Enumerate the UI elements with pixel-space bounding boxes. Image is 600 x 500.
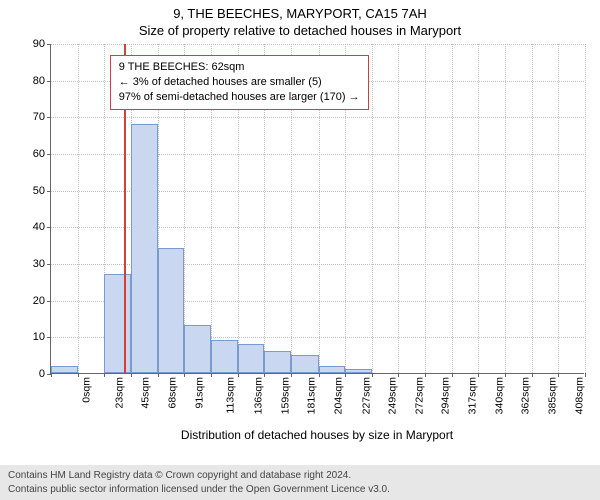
xtick-mark (585, 373, 586, 377)
xtick-label: 23sqm (114, 377, 126, 409)
histogram-bar (131, 124, 158, 373)
xtick-label: 340sqm (493, 377, 505, 414)
xtick-label: 227sqm (360, 377, 372, 414)
xtick-label: 181sqm (306, 377, 318, 414)
footer-line-1: Contains HM Land Registry data © Crown c… (8, 469, 592, 483)
ytick-label: 60 (23, 148, 51, 160)
ytick-label: 70 (23, 111, 51, 123)
chart-area: Number of detached properties 0102030405… (0, 44, 600, 438)
xtick-label: 159sqm (280, 377, 292, 414)
gridline-v (425, 44, 426, 373)
ytick-label: 10 (23, 331, 51, 343)
xtick-label: 136sqm (253, 377, 265, 414)
ytick-label: 80 (23, 75, 51, 87)
x-axis-label: Distribution of detached houses by size … (50, 428, 584, 442)
xtick-label: 204sqm (333, 377, 345, 414)
histogram-bar (184, 325, 211, 373)
xtick-mark (558, 373, 559, 377)
gridline-v (585, 44, 586, 373)
gridline-v (78, 44, 79, 373)
histogram-bar (319, 366, 345, 373)
ytick-label: 0 (23, 368, 51, 380)
gridline-v (452, 44, 453, 373)
xtick-label: 249sqm (386, 377, 398, 414)
xtick-label: 45sqm (140, 377, 152, 409)
xtick-label: 317sqm (466, 377, 478, 414)
gridline-v (505, 44, 506, 373)
gridline-v (372, 44, 373, 373)
xtick-label: 385sqm (546, 377, 558, 414)
xtick-mark (104, 373, 105, 377)
xtick-mark (398, 373, 399, 377)
footer-line-2: Contains public sector information licen… (8, 483, 592, 497)
xtick-mark (51, 373, 52, 377)
histogram-bar (345, 369, 372, 373)
histogram-bar (291, 355, 318, 373)
xtick-mark (131, 373, 132, 377)
footer-attribution: Contains HM Land Registry data © Crown c… (0, 465, 600, 500)
xtick-label: 68sqm (167, 377, 179, 409)
xtick-mark (184, 373, 185, 377)
xtick-mark (319, 373, 320, 377)
xtick-label: 408sqm (573, 377, 585, 414)
xtick-mark (478, 373, 479, 377)
info-box-line: 97% of semi-detached houses are larger (… (119, 90, 360, 105)
xtick-label: 0sqm (81, 377, 93, 403)
xtick-label: 113sqm (225, 377, 237, 414)
ytick-label: 20 (23, 295, 51, 307)
xtick-mark (505, 373, 506, 377)
info-box-line: ← 3% of detached houses are smaller (5) (119, 75, 360, 90)
xtick-mark (291, 373, 292, 377)
title-sub: Size of property relative to detached ho… (0, 21, 600, 38)
xtick-mark (211, 373, 212, 377)
histogram-bar (104, 274, 131, 373)
gridline-v (558, 44, 559, 373)
xtick-mark (345, 373, 346, 377)
histogram-bar (238, 344, 264, 373)
xtick-label: 294sqm (439, 377, 451, 414)
title-main: 9, THE BEECHES, MARYPORT, CA15 7AH (0, 0, 600, 21)
info-box: 9 THE BEECHES: 62sqm← 3% of detached hou… (110, 55, 369, 110)
xtick-mark (158, 373, 159, 377)
xtick-mark (425, 373, 426, 377)
histogram-bar (51, 366, 78, 373)
xtick-mark (532, 373, 533, 377)
xtick-mark (264, 373, 265, 377)
ytick-label: 50 (23, 185, 51, 197)
xtick-mark (372, 373, 373, 377)
xtick-label: 362sqm (519, 377, 531, 414)
gridline-v (398, 44, 399, 373)
xtick-label: 91sqm (194, 377, 206, 409)
histogram-bar (264, 351, 291, 373)
histogram-bar (211, 340, 238, 373)
xtick-label: 272sqm (413, 377, 425, 414)
xtick-mark (452, 373, 453, 377)
gridline-v (478, 44, 479, 373)
ytick-label: 40 (23, 221, 51, 233)
histogram-bar (158, 248, 184, 373)
xtick-mark (238, 373, 239, 377)
xtick-mark (78, 373, 79, 377)
gridline-v (532, 44, 533, 373)
info-box-line: 9 THE BEECHES: 62sqm (119, 60, 360, 75)
ytick-label: 30 (23, 258, 51, 270)
plot-region: 01020304050607080900sqm23sqm45sqm68sqm91… (50, 44, 584, 374)
ytick-label: 90 (23, 38, 51, 50)
